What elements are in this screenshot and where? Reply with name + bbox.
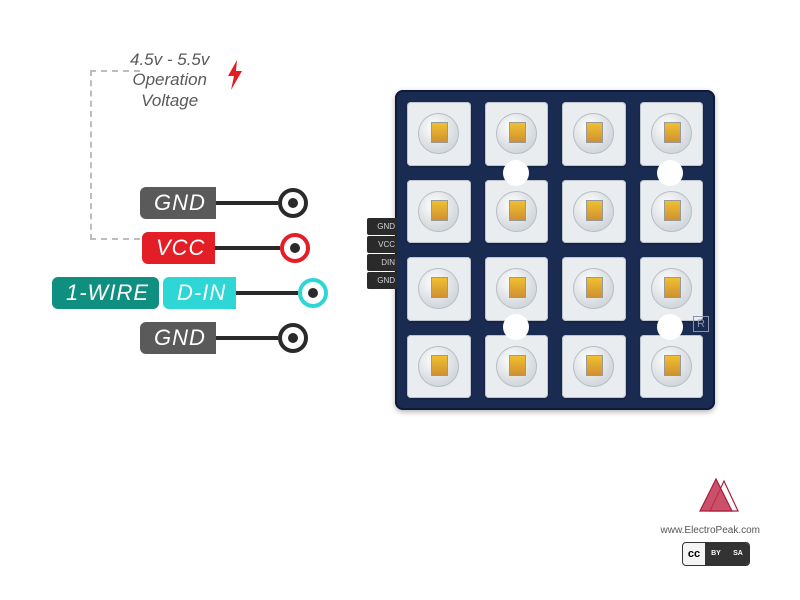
mounting-hole bbox=[657, 160, 683, 186]
lightning-icon bbox=[225, 60, 245, 97]
mounting-hole bbox=[503, 314, 529, 340]
led-chip bbox=[407, 180, 471, 244]
led-chip bbox=[407, 102, 471, 166]
led-chip bbox=[562, 257, 626, 321]
header-pins: GNDVCCDINGND bbox=[367, 218, 397, 290]
header-pin-label: VCC bbox=[367, 236, 397, 253]
pin-terminal bbox=[278, 188, 308, 218]
led-chip bbox=[640, 335, 704, 399]
pin-side-tag: 1-WIRE bbox=[52, 277, 159, 309]
header-pin-label: GND bbox=[367, 218, 397, 235]
header-pin-label: GND bbox=[367, 272, 397, 289]
led-chip bbox=[640, 102, 704, 166]
voltage-op: Operation bbox=[130, 70, 209, 90]
board-marker: R bbox=[693, 316, 709, 332]
pin-tag: D-IN bbox=[163, 277, 236, 309]
header-pin-label: DIN bbox=[367, 254, 397, 271]
pin-terminal bbox=[298, 278, 328, 308]
mounting-hole bbox=[503, 160, 529, 186]
voltage-note: 4.5v - 5.5v Operation Voltage bbox=[130, 50, 209, 111]
led-chip bbox=[485, 335, 549, 399]
cc-by: BY bbox=[705, 543, 727, 565]
cc-icon: cc bbox=[683, 543, 705, 565]
led-chip bbox=[407, 257, 471, 321]
pin-tag: GND bbox=[140, 187, 216, 219]
voltage-range: 4.5v - 5.5v bbox=[130, 50, 209, 70]
led-chip bbox=[640, 257, 704, 321]
pin-terminal bbox=[280, 233, 310, 263]
pin-wire bbox=[215, 246, 280, 250]
cc-sa: SA bbox=[727, 543, 749, 565]
led-chip bbox=[562, 102, 626, 166]
pin-wire bbox=[236, 291, 298, 295]
led-chip bbox=[562, 180, 626, 244]
pin-wire bbox=[216, 336, 278, 340]
led-chip bbox=[407, 335, 471, 399]
led-chip bbox=[485, 257, 549, 321]
led-chip bbox=[640, 180, 704, 244]
led-chip bbox=[562, 335, 626, 399]
voltage-v: Voltage bbox=[130, 91, 209, 111]
led-module-board: GNDVCCDINGND R bbox=[395, 90, 715, 410]
cc-license-badge: cc BY SA bbox=[682, 542, 750, 566]
voltage-dash-bracket bbox=[90, 70, 140, 240]
pin-row-gnd: GND bbox=[140, 320, 308, 356]
pin-terminal bbox=[278, 323, 308, 353]
pin-row-d-in: 1-WIRED-IN bbox=[52, 275, 328, 311]
pin-row-gnd: GND bbox=[140, 185, 308, 221]
led-chip bbox=[485, 180, 549, 244]
electropeak-logo-icon bbox=[696, 475, 742, 520]
pin-row-vcc: VCC bbox=[142, 230, 310, 266]
mounting-hole bbox=[657, 314, 683, 340]
pin-wire bbox=[216, 201, 278, 205]
led-chip bbox=[485, 102, 549, 166]
footer-site: www.ElectroPeak.com bbox=[661, 525, 760, 536]
led-grid bbox=[407, 102, 703, 398]
pin-tag: VCC bbox=[142, 232, 215, 264]
pin-tag: GND bbox=[140, 322, 216, 354]
